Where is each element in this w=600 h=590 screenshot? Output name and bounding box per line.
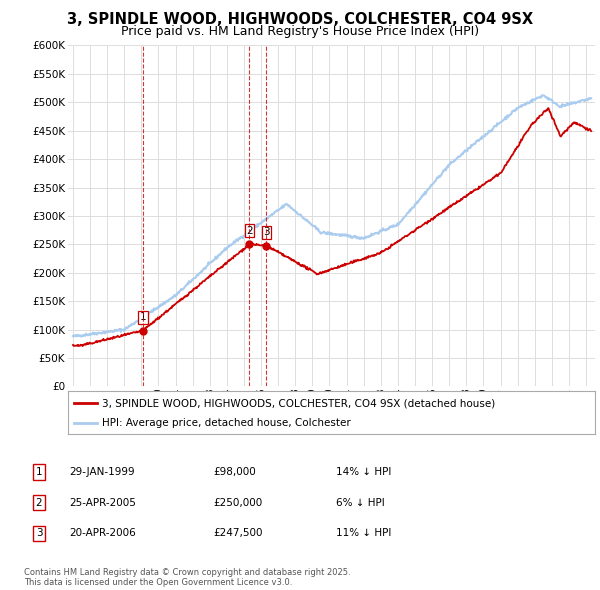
- Text: 20-APR-2006: 20-APR-2006: [69, 529, 136, 538]
- Text: 3: 3: [263, 227, 269, 237]
- Text: £98,000: £98,000: [213, 467, 256, 477]
- Text: 3, SPINDLE WOOD, HIGHWOODS, COLCHESTER, CO4 9SX: 3, SPINDLE WOOD, HIGHWOODS, COLCHESTER, …: [67, 12, 533, 27]
- Text: 2: 2: [246, 226, 253, 236]
- Text: 11% ↓ HPI: 11% ↓ HPI: [336, 529, 391, 538]
- Text: 2: 2: [35, 498, 43, 507]
- Text: £250,000: £250,000: [213, 498, 262, 507]
- Text: 3: 3: [35, 529, 43, 538]
- Text: HPI: Average price, detached house, Colchester: HPI: Average price, detached house, Colc…: [102, 418, 351, 428]
- Text: £247,500: £247,500: [213, 529, 263, 538]
- Text: 25-APR-2005: 25-APR-2005: [69, 498, 136, 507]
- Text: 3, SPINDLE WOOD, HIGHWOODS, COLCHESTER, CO4 9SX (detached house): 3, SPINDLE WOOD, HIGHWOODS, COLCHESTER, …: [102, 398, 495, 408]
- Text: 1: 1: [139, 312, 146, 322]
- Text: Price paid vs. HM Land Registry's House Price Index (HPI): Price paid vs. HM Land Registry's House …: [121, 25, 479, 38]
- Text: 29-JAN-1999: 29-JAN-1999: [69, 467, 134, 477]
- Text: 1: 1: [35, 467, 43, 477]
- Text: Contains HM Land Registry data © Crown copyright and database right 2025.
This d: Contains HM Land Registry data © Crown c…: [24, 568, 350, 587]
- Text: 6% ↓ HPI: 6% ↓ HPI: [336, 498, 385, 507]
- Text: 14% ↓ HPI: 14% ↓ HPI: [336, 467, 391, 477]
